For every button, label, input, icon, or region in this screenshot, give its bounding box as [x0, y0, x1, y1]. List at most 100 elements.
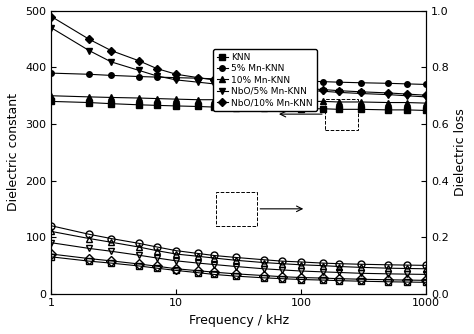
- NbO/10% Mn-KNN: [86, 257, 92, 261]
- 5% Mn-KNN: [404, 263, 410, 267]
- NbO/10% Mn-KNN: [211, 78, 217, 82]
- KNN: [423, 109, 428, 113]
- 5% Mn-KNN: [336, 80, 341, 84]
- 10% Mn-KNN: [136, 245, 142, 249]
- NbO/5% Mn-KNN: [261, 85, 266, 89]
- X-axis label: Frequency / kHz: Frequency / kHz: [189, 314, 289, 327]
- Line: NbO/10% Mn-KNN: NbO/10% Mn-KNN: [49, 14, 428, 98]
- KNN: [49, 100, 55, 104]
- 10% Mn-KNN: [320, 264, 326, 268]
- 10% Mn-KNN: [298, 100, 304, 104]
- NbO/10% Mn-KNN: [136, 59, 142, 63]
- NbO/5% Mn-KNN: [173, 78, 179, 82]
- 5% Mn-KNN: [385, 81, 391, 85]
- KNN: [86, 259, 92, 263]
- 5% Mn-KNN: [173, 249, 179, 253]
- NbO/5% Mn-KNN: [279, 268, 284, 272]
- KNN: [385, 280, 391, 284]
- NbO/5% Mn-KNN: [404, 94, 410, 98]
- 5% Mn-KNN: [385, 263, 391, 267]
- NbO/10% Mn-KNN: [136, 262, 142, 266]
- NbO/5% Mn-KNN: [49, 26, 55, 30]
- Y-axis label: Dielectric loss: Dielectric loss: [454, 109, 467, 196]
- KNN: [261, 276, 266, 280]
- KNN: [49, 255, 55, 259]
- 5% Mn-KNN: [279, 78, 284, 82]
- 10% Mn-KNN: [336, 265, 341, 269]
- KNN: [154, 266, 160, 270]
- 10% Mn-KNN: [86, 236, 92, 240]
- KNN: [136, 264, 142, 268]
- KNN: [298, 278, 304, 282]
- KNN: [404, 108, 410, 112]
- 5% Mn-KNN: [195, 252, 201, 256]
- 5% Mn-KNN: [154, 245, 160, 249]
- NbO/10% Mn-KNN: [173, 72, 179, 76]
- 5% Mn-KNN: [211, 77, 217, 81]
- 10% Mn-KNN: [49, 229, 55, 233]
- KNN: [336, 107, 341, 111]
- 5% Mn-KNN: [423, 264, 428, 268]
- NbO/5% Mn-KNN: [298, 88, 304, 92]
- 5% Mn-KNN: [108, 73, 114, 77]
- NbO/10% Mn-KNN: [195, 76, 201, 80]
- NbO/5% Mn-KNN: [279, 87, 284, 91]
- 10% Mn-KNN: [261, 99, 266, 103]
- 5% Mn-KNN: [108, 236, 114, 240]
- 10% Mn-KNN: [154, 97, 160, 101]
- NbO/10% Mn-KNN: [336, 277, 341, 281]
- NbO/10% Mn-KNN: [154, 66, 160, 70]
- NbO/5% Mn-KNN: [195, 80, 201, 84]
- NbO/5% Mn-KNN: [154, 74, 160, 78]
- Line: 10% Mn-KNN: 10% Mn-KNN: [49, 93, 428, 106]
- 10% Mn-KNN: [279, 262, 284, 266]
- NbO/10% Mn-KNN: [423, 93, 428, 97]
- NbO/5% Mn-KNN: [385, 93, 391, 97]
- 5% Mn-KNN: [279, 259, 284, 263]
- 10% Mn-KNN: [108, 240, 114, 244]
- NbO/5% Mn-KNN: [86, 246, 92, 250]
- 5% Mn-KNN: [320, 79, 326, 84]
- Line: NbO/5% Mn-KNN: NbO/5% Mn-KNN: [49, 25, 428, 100]
- 10% Mn-KNN: [86, 95, 92, 99]
- NbO/5% Mn-KNN: [108, 60, 114, 64]
- 5% Mn-KNN: [336, 262, 341, 266]
- KNN: [320, 278, 326, 282]
- KNN: [173, 104, 179, 108]
- KNN: [108, 102, 114, 106]
- Line: KNN: KNN: [49, 99, 428, 113]
- NbO/5% Mn-KNN: [385, 272, 391, 276]
- 5% Mn-KNN: [298, 79, 304, 83]
- 5% Mn-KNN: [49, 71, 55, 75]
- 5% Mn-KNN: [154, 75, 160, 79]
- KNN: [108, 261, 114, 265]
- NbO/10% Mn-KNN: [173, 267, 179, 271]
- 10% Mn-KNN: [279, 99, 284, 103]
- NbO/5% Mn-KNN: [233, 265, 239, 269]
- NbO/5% Mn-KNN: [136, 253, 142, 257]
- 10% Mn-KNN: [195, 98, 201, 102]
- 10% Mn-KNN: [336, 100, 341, 104]
- 5% Mn-KNN: [320, 261, 326, 265]
- 10% Mn-KNN: [320, 100, 326, 104]
- 5% Mn-KNN: [86, 72, 92, 76]
- 5% Mn-KNN: [358, 262, 364, 266]
- KNN: [86, 101, 92, 105]
- NbO/10% Mn-KNN: [385, 91, 391, 95]
- 10% Mn-KNN: [358, 100, 364, 104]
- NbO/10% Mn-KNN: [298, 87, 304, 91]
- NbO/5% Mn-KNN: [336, 271, 341, 275]
- Line: KNN: KNN: [48, 254, 429, 286]
- NbO/5% Mn-KNN: [49, 241, 55, 245]
- NbO/10% Mn-KNN: [154, 264, 160, 268]
- Line: 5% Mn-KNN: 5% Mn-KNN: [48, 222, 429, 269]
- KNN: [173, 269, 179, 273]
- 10% Mn-KNN: [173, 252, 179, 256]
- KNN: [233, 106, 239, 110]
- NbO/5% Mn-KNN: [136, 68, 142, 72]
- KNN: [385, 108, 391, 112]
- 5% Mn-KNN: [423, 82, 428, 87]
- 5% Mn-KNN: [261, 78, 266, 82]
- NbO/5% Mn-KNN: [233, 84, 239, 88]
- NbO/5% Mn-KNN: [298, 269, 304, 273]
